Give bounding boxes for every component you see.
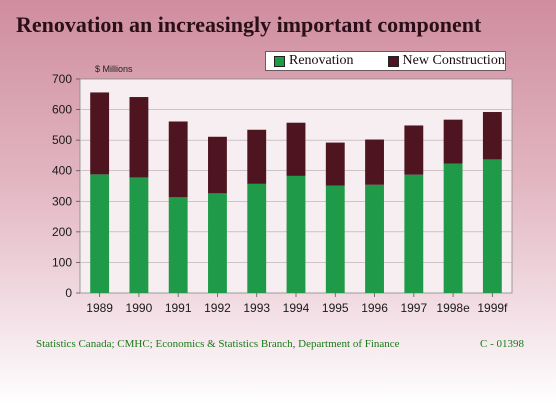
bar-renovation — [482, 159, 502, 293]
y-tick-label: 600 — [52, 103, 72, 117]
chart-title: Renovation an increasingly important com… — [16, 12, 482, 37]
bar-renovation — [90, 174, 110, 293]
legend: Renovation New Construction — [265, 51, 506, 71]
bar-renovation — [365, 184, 384, 293]
bar-new-construction — [247, 129, 267, 184]
bar-renovation — [404, 174, 424, 293]
x-tick-label: 1998e — [436, 301, 470, 315]
bar-new-construction — [404, 125, 424, 175]
bar-renovation — [286, 175, 306, 293]
legend-label-new-construction: New Construction — [402, 53, 505, 68]
bar-renovation — [129, 177, 149, 293]
legend-swatch-new-construction — [387, 55, 399, 67]
y-tick-label: 200 — [52, 225, 72, 239]
bar-new-construction — [443, 119, 463, 164]
bar-new-construction — [482, 112, 502, 160]
legend-swatch-renovation — [274, 55, 285, 67]
x-tick-label: 1991 — [165, 301, 192, 315]
legend-item-new-construction: New Construction — [387, 53, 505, 69]
y-tick-label: 0 — [65, 286, 72, 300]
x-tick-label: 1999f — [477, 301, 508, 315]
bar-new-construction — [168, 121, 188, 198]
x-tick-label: 1995 — [322, 301, 349, 315]
y-tick-labels: 0 100 200 300 400 500 600 700 — [52, 72, 72, 300]
bar-renovation — [247, 183, 267, 293]
y-tick-label: 300 — [52, 194, 72, 208]
x-tick-label: 1992 — [204, 301, 231, 315]
legend-label-renovation: Renovation — [289, 53, 354, 68]
y-tick-label: 100 — [52, 255, 72, 269]
x-tick-label: 1990 — [126, 301, 153, 315]
bar-renovation — [208, 193, 227, 293]
y-tick-label: 500 — [52, 133, 72, 147]
bars — [90, 92, 502, 293]
bar-new-construction — [208, 136, 227, 194]
y-tick-label: 700 — [52, 72, 72, 86]
x-tick-labels: 1989 1990 1991 1992 1993 1994 1995 1996 1997 1998… — [86, 301, 508, 315]
chart-code: C - 01398 — [480, 338, 524, 350]
bar-new-construction — [286, 122, 306, 176]
bar-renovation — [168, 197, 188, 293]
bar-new-construction — [365, 139, 384, 185]
x-tick-label: 1989 — [86, 301, 113, 315]
bar-renovation — [443, 163, 463, 293]
bar-new-construction — [325, 142, 345, 186]
x-tick-label: 1997 — [400, 301, 427, 315]
x-tick-label: 1994 — [283, 301, 310, 315]
unit-label: $ Millions — [95, 64, 133, 74]
x-tick-label: 1996 — [361, 301, 388, 315]
bar-new-construction — [90, 92, 110, 175]
legend-item-renovation: Renovation — [274, 53, 354, 69]
bar-renovation — [325, 185, 345, 293]
source-note: Statistics Canada; CMHC; Economics & Sta… — [36, 338, 400, 350]
bar-new-construction — [129, 97, 149, 178]
x-tick-label: 1993 — [243, 301, 270, 315]
y-tick-label: 400 — [52, 164, 72, 178]
